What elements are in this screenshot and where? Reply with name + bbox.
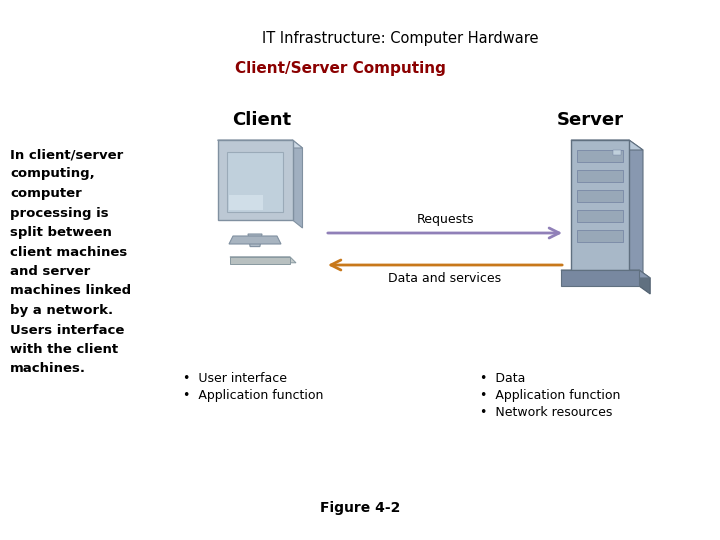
- Bar: [571, 140, 629, 270]
- Text: •  Network resources: • Network resources: [480, 406, 613, 419]
- Text: Requests: Requests: [416, 213, 474, 226]
- Bar: [577, 230, 623, 242]
- Text: Client/Server Computing: Client/Server Computing: [235, 60, 446, 76]
- Text: computer: computer: [10, 187, 82, 200]
- Text: by a network.: by a network.: [10, 304, 113, 317]
- Text: •  Data: • Data: [480, 372, 526, 384]
- Text: machines linked: machines linked: [10, 285, 131, 298]
- Text: Users interface: Users interface: [10, 323, 125, 336]
- Polygon shape: [571, 140, 643, 150]
- Polygon shape: [561, 270, 650, 278]
- Text: client machines: client machines: [10, 246, 127, 259]
- Bar: [577, 170, 623, 182]
- Bar: [230, 257, 290, 264]
- Text: with the client: with the client: [10, 343, 118, 356]
- Text: machines.: machines.: [10, 362, 86, 375]
- Polygon shape: [292, 140, 302, 228]
- Bar: [577, 210, 623, 222]
- Polygon shape: [230, 257, 296, 263]
- Polygon shape: [639, 270, 650, 294]
- Bar: [227, 152, 283, 212]
- Text: Client: Client: [233, 111, 292, 129]
- Text: Figure 4-2: Figure 4-2: [320, 501, 400, 515]
- Text: Server: Server: [557, 111, 624, 129]
- Bar: [613, 150, 621, 155]
- Bar: [577, 150, 623, 162]
- Polygon shape: [229, 236, 281, 244]
- Text: split between: split between: [10, 226, 112, 239]
- Polygon shape: [248, 234, 262, 247]
- Text: •  Application function: • Application function: [480, 388, 621, 402]
- Polygon shape: [217, 140, 302, 148]
- Text: IT Infrastructure: Computer Hardware: IT Infrastructure: Computer Hardware: [262, 30, 539, 45]
- Bar: [217, 140, 292, 220]
- Polygon shape: [629, 140, 643, 280]
- Text: computing,: computing,: [10, 167, 95, 180]
- Bar: [561, 270, 639, 286]
- Text: and server: and server: [10, 265, 90, 278]
- Text: Data and services: Data and services: [388, 272, 502, 285]
- Bar: [229, 195, 263, 210]
- Bar: [577, 190, 623, 202]
- Text: In client/server: In client/server: [10, 148, 123, 161]
- Text: processing is: processing is: [10, 206, 109, 219]
- Text: •  Application function: • Application function: [183, 388, 323, 402]
- Text: •  User interface: • User interface: [183, 372, 287, 384]
